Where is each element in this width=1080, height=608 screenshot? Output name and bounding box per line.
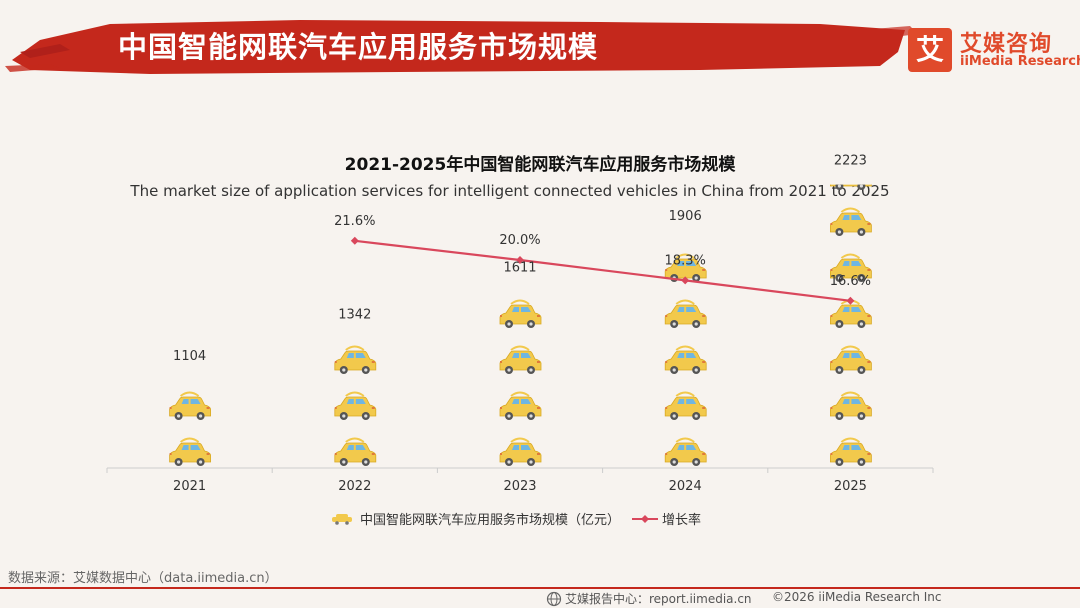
chart-subtitle: The market size of application services … [130,182,890,200]
bar-2025 [830,184,872,466]
data-labels: 1104 1342 1611 1906 2223 21.6% 20.0% 18.3% 16.6% [173,154,871,364]
car-icon [664,253,707,282]
car-icon [664,299,707,328]
car-icon [830,253,872,282]
growth-line-path [354,239,851,302]
bar-2021 [169,391,212,466]
logo-mark: 艾 [908,28,952,72]
growth-point [516,256,524,264]
footer-report[interactable]: 艾媒报告中心：report.iimedia.cn [546,590,752,607]
logo-cn-text: 艾媒咨询 [960,32,1053,57]
legend-label-growth: 增长率 [662,513,702,528]
car-icon [664,391,707,420]
growth-value-label: 20.0% [499,233,540,248]
legend-item-growth: 增长率 [632,509,701,528]
header-banner: 中国智能网联汽车应用服务市场规模 艾 艾媒咨询 iiMedia Research [0,0,1080,90]
growth-line [350,236,855,305]
bar-value-label: 1611 [503,260,536,275]
legend-item-market-size: 中国智能网联汽车应用服务市场规模（亿元） [330,509,620,528]
car-icon [334,345,377,374]
data-source: 数据来源：艾媒数据中心（data.iimedia.cn） [8,571,278,586]
bar-value-label: 1342 [338,307,371,322]
growth-point [846,296,855,305]
car-icon [334,391,377,420]
car-icon [499,345,542,374]
growth-point [350,236,359,245]
car-icon [664,437,707,466]
bar-value-label: 2223 [834,154,867,169]
x-axis: 2021 2022 2023 2024 2025 [106,467,934,494]
car-icon [830,299,872,328]
car-icon [334,437,377,466]
bar-value-label: 1104 [173,349,206,364]
globe-icon [546,591,562,606]
footer-report-text: 艾媒报告中心：report.iimedia.cn [565,592,752,606]
red-brush-stroke [5,20,918,74]
pictorial-bars [169,184,872,466]
footer-copyright: ©2026 iiMedia Research Inc [772,590,942,604]
x-tick-label: 2023 [503,479,536,494]
growth-point [681,276,690,285]
x-tick-label: 2021 [173,479,206,494]
bar-value-label: 1906 [669,209,702,224]
logo-en-text: iiMedia Research [960,54,1080,69]
car-icon [830,345,872,374]
iimedia-logo: 艾 艾媒咨询 iiMedia Research [908,28,1080,74]
chart-title: 2021-2025年中国智能网联汽车应用服务市场规模 [344,155,736,175]
car-icon [830,437,872,466]
car-icon [830,391,872,420]
growth-value-label: 18.3% [665,253,706,268]
page-title: 中国智能网联汽车应用服务市场规模 [118,30,599,64]
car-icon [830,207,872,236]
car-icon [169,391,212,420]
growth-value-label: 21.6% [334,214,375,229]
growth-value-label: 16.6% [830,274,871,289]
car-icon [332,513,352,525]
car-icon [664,345,707,374]
bar-2022 [334,345,377,466]
bar-2023 [499,299,542,466]
line-marker-icon [632,514,658,523]
x-tick-label: 2025 [834,479,867,494]
x-tick-label: 2022 [338,479,371,494]
footer-divider [0,587,1080,589]
car-icon [499,299,542,328]
bar-2024 [664,253,707,466]
x-tick-label: 2024 [669,479,702,494]
car-icon [499,437,542,466]
car-icon [169,437,212,466]
car-icon [499,391,542,420]
car-icon [830,184,872,190]
legend-label-market-size: 中国智能网联汽车应用服务市场规模（亿元） [360,513,621,528]
